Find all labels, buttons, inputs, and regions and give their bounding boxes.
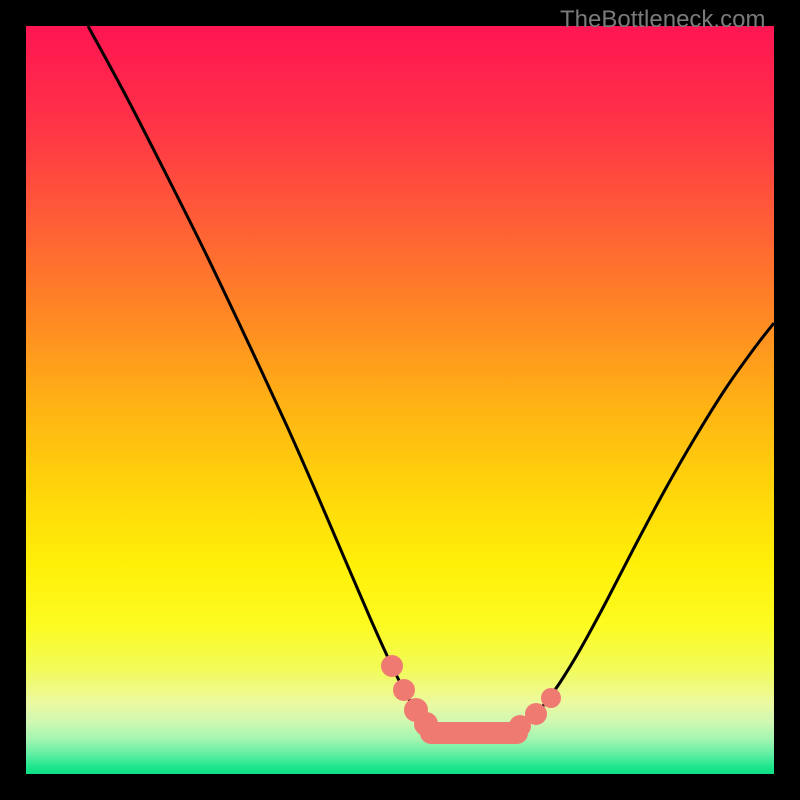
curve-marker xyxy=(381,655,403,677)
curve-marker xyxy=(525,703,547,725)
curve-marker xyxy=(541,688,561,708)
curve-valley-pill xyxy=(420,722,528,744)
plot-area xyxy=(26,26,774,774)
watermark-text: TheBottleneck.com xyxy=(560,6,765,34)
